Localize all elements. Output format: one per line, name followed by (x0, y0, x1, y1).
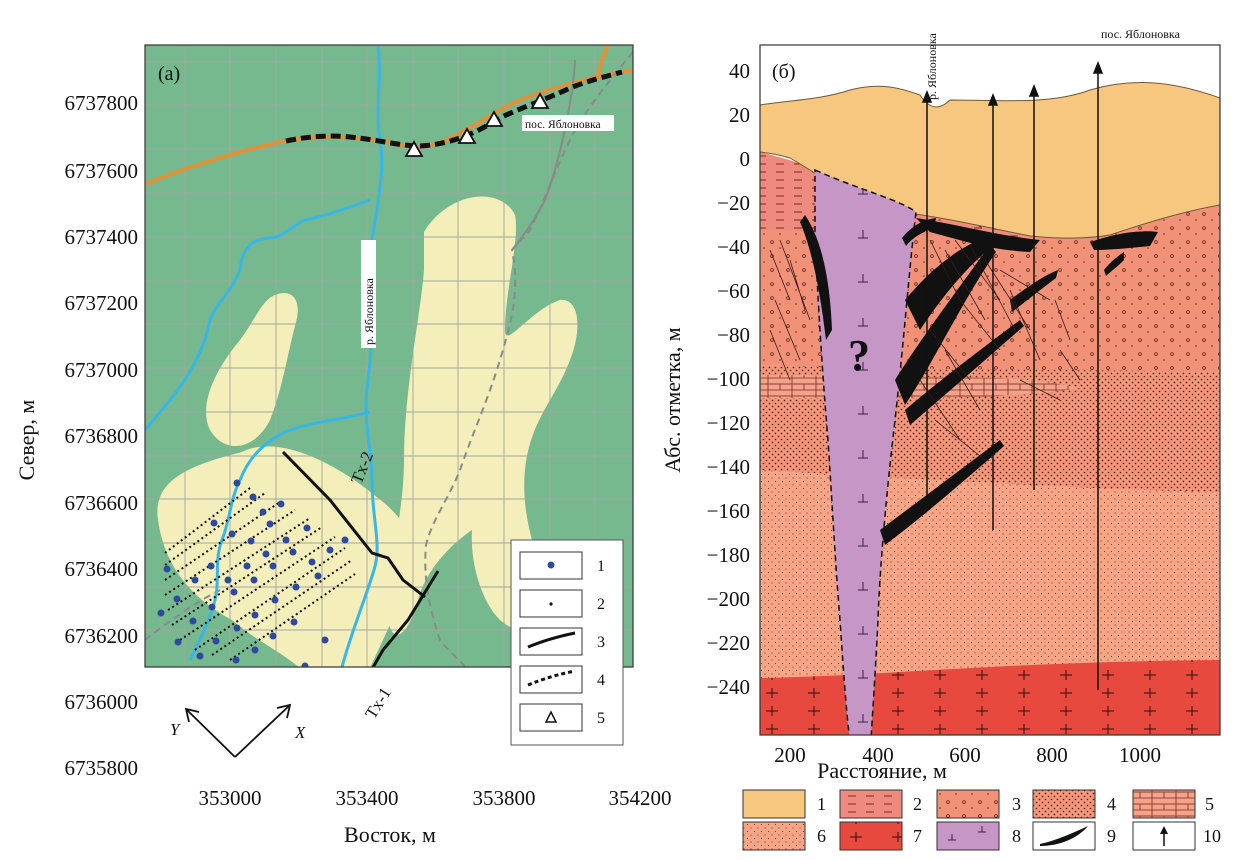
local-axes (184, 703, 292, 758)
svg-text:6737400: 6737400 (65, 225, 139, 249)
svg-text:10: 10 (1203, 826, 1221, 846)
grey-track (424, 51, 633, 667)
tx1-label: Tx-1 (361, 684, 395, 722)
section-frame (759, 44, 1221, 736)
y-ticks-b: 40 20 0 −20 −40 −60 −80 −100 −120 −140 −… (707, 59, 750, 699)
svg-text:8: 8 (1012, 826, 1021, 846)
svg-text:800: 800 (1036, 743, 1068, 767)
y-ticks-a: 6737800 6737600 6737400 6737200 6737000 … (65, 91, 139, 780)
svg-text:6735800: 6735800 (65, 756, 139, 780)
svg-text:200: 200 (774, 743, 806, 767)
grey-stream (511, 59, 576, 251)
svg-text:6736600: 6736600 (65, 491, 139, 515)
axis-x-label: X (294, 723, 306, 742)
layer-9-dikes (800, 215, 1158, 545)
svg-text:0: 0 (740, 147, 751, 171)
svg-text:−120: −120 (707, 411, 750, 435)
svg-text:5: 5 (1205, 794, 1214, 814)
svg-text:6737800: 6737800 (65, 91, 139, 115)
panel-a-map: (a) р. Яблоновка пос. Яблоновка Tx-2 Tx-… (14, 44, 672, 847)
svg-text:−20: −20 (717, 191, 750, 215)
svg-text:−60: −60 (717, 279, 750, 303)
svg-text:−160: −160 (707, 499, 750, 523)
y-axis-label-b: Абс. отметка, м (660, 327, 685, 472)
legend-a-5: 5 (597, 710, 605, 727)
legend-a: 1 2 3 4 5 (510, 539, 624, 746)
legend-a-3: 3 (597, 634, 605, 651)
fracture-lines (769, 239, 1081, 461)
triangle-markers (404, 92, 550, 157)
legend-b: 1 2 3 4 5 6 7 8 9 (742, 789, 1221, 851)
svg-text:пос. Яблоновка: пос. Яблоновка (525, 119, 601, 131)
axis-y-label: Y (170, 720, 181, 739)
x-ticks-b: 200 400 600 800 1000 (774, 743, 1161, 767)
panel-b-label: (б) (772, 61, 796, 83)
svg-text:354200: 354200 (609, 786, 672, 810)
profile-tx2 (281, 450, 426, 599)
svg-text:6737600: 6737600 (65, 159, 139, 183)
svg-text:−240: −240 (707, 675, 750, 699)
svg-text:400: 400 (862, 743, 894, 767)
svg-text:1000: 1000 (1119, 743, 1161, 767)
svg-text:1: 1 (817, 794, 826, 814)
x-axis-label-b: Расстояние, м (817, 758, 947, 783)
svg-text:6737200: 6737200 (65, 291, 139, 315)
question-mark: ? (848, 331, 870, 380)
x-axis-label-a: Восток, м (344, 822, 436, 847)
legend-a-4: 4 (597, 672, 605, 689)
profile-tx1 (371, 570, 440, 667)
svg-text:353000: 353000 (199, 786, 262, 810)
village-label-a: пос. Яблоновка (522, 115, 614, 131)
legend-a-2: 2 (597, 596, 605, 613)
svg-text:353400: 353400 (336, 786, 399, 810)
svg-text:4: 4 (1107, 794, 1116, 814)
grey-track-west (145, 589, 221, 641)
river-label-b: р. Яблоновка (925, 32, 939, 100)
svg-text:6736800: 6736800 (65, 424, 139, 448)
svg-text:−180: −180 (707, 543, 750, 567)
svg-text:600: 600 (949, 743, 981, 767)
map-frame (144, 44, 634, 668)
panel-b-section: (б) ? р. Яблоновка пос. Яблоновка 40 20 … (660, 27, 1221, 851)
svg-text:р. Яблоновка: р. Яблоновка (362, 277, 376, 345)
svg-text:−220: −220 (707, 631, 750, 655)
sediment-patch-north (206, 293, 298, 447)
sediment-patch-east (387, 196, 578, 635)
svg-text:6736000: 6736000 (65, 690, 139, 714)
panel-a-label: (a) (158, 63, 180, 85)
svg-text:−40: −40 (717, 235, 750, 259)
svg-text:6736200: 6736200 (65, 624, 139, 648)
svg-text:20: 20 (729, 103, 750, 127)
svg-text:2: 2 (913, 794, 922, 814)
svg-text:40: 40 (729, 59, 750, 83)
svg-text:9: 9 (1107, 826, 1116, 846)
road-north-branch (596, 45, 610, 79)
svg-text:−140: −140 (707, 455, 750, 479)
svg-text:353800: 353800 (473, 786, 536, 810)
svg-text:−100: −100 (707, 367, 750, 391)
svg-text:6: 6 (817, 826, 826, 846)
y-axis-label-a: Север, м (14, 400, 39, 481)
x-ticks-a: 353000 353400 353800 354200 (199, 786, 672, 810)
river-west-tributary (145, 198, 371, 431)
legend-a-1: 1 (597, 558, 605, 575)
svg-text:−200: −200 (707, 587, 750, 611)
village-label-b: пос. Яблоновка (1101, 27, 1181, 41)
layer-10-boreholes (921, 60, 1104, 690)
svg-text:6736400: 6736400 (65, 557, 139, 581)
station-dots (157, 479, 349, 667)
svg-text:6737000: 6737000 (65, 358, 139, 382)
svg-text:7: 7 (913, 826, 922, 846)
svg-text:3: 3 (1012, 794, 1021, 814)
river-label-a: р. Яблоновка (361, 240, 376, 348)
svg-text:−80: −80 (717, 323, 750, 347)
survey-lines (164, 487, 356, 661)
